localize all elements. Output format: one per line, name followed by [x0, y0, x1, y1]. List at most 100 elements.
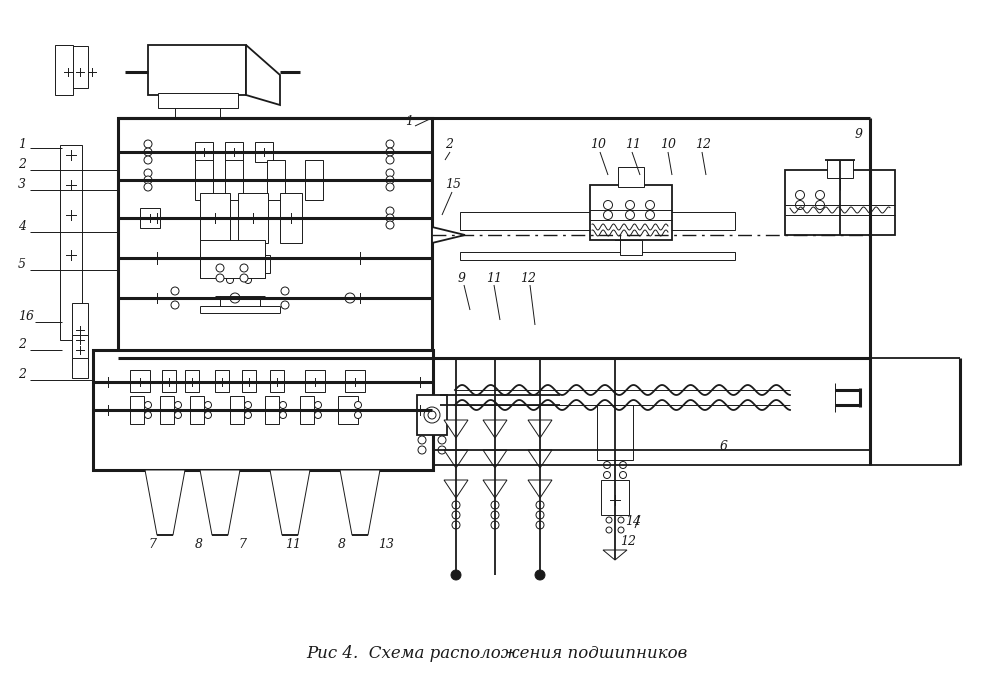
Bar [60, 46, 87, 88]
Circle shape [619, 472, 626, 479]
Bar [60, 145, 82, 340]
Circle shape [245, 412, 251, 418]
Bar [140, 208, 160, 228]
Circle shape [536, 521, 544, 529]
Bar [72, 303, 87, 345]
Bar [345, 370, 365, 392]
Circle shape [345, 293, 355, 303]
Circle shape [279, 402, 286, 408]
Text: 11: 11 [284, 538, 301, 551]
Circle shape [619, 481, 626, 489]
Circle shape [645, 200, 654, 209]
Text: 12: 12 [619, 535, 635, 548]
Circle shape [216, 264, 224, 272]
Bar [190, 396, 204, 424]
Circle shape [386, 207, 394, 215]
Circle shape [451, 511, 459, 519]
Circle shape [205, 402, 212, 408]
Text: 16: 16 [18, 310, 34, 323]
Circle shape [279, 412, 286, 418]
Circle shape [205, 412, 212, 418]
Circle shape [603, 472, 610, 479]
Circle shape [144, 412, 151, 418]
Circle shape [171, 301, 179, 309]
Circle shape [815, 190, 824, 200]
Polygon shape [431, 227, 464, 243]
Circle shape [245, 402, 251, 408]
Text: 5: 5 [18, 258, 26, 271]
Circle shape [144, 176, 152, 184]
Circle shape [617, 517, 623, 523]
Polygon shape [340, 470, 380, 535]
Circle shape [617, 527, 623, 533]
Circle shape [605, 517, 611, 523]
Circle shape [144, 148, 152, 156]
Bar [160, 396, 174, 424]
Bar [230, 396, 244, 424]
Circle shape [174, 402, 181, 408]
Circle shape [603, 462, 610, 468]
Polygon shape [443, 480, 467, 498]
Bar [55, 45, 73, 95]
Bar [784, 170, 894, 235]
Text: 10: 10 [589, 138, 605, 151]
Circle shape [437, 446, 445, 454]
Circle shape [171, 287, 179, 295]
Text: 2: 2 [18, 158, 26, 171]
Bar [619, 240, 641, 255]
Circle shape [490, 511, 499, 519]
Circle shape [230, 293, 240, 303]
Text: 10: 10 [659, 138, 675, 151]
Circle shape [603, 200, 612, 209]
Circle shape [240, 264, 248, 272]
Polygon shape [602, 550, 626, 560]
Bar [459, 252, 735, 260]
Circle shape [625, 211, 634, 219]
Bar [158, 93, 238, 108]
Circle shape [174, 412, 181, 418]
Bar [195, 160, 213, 200]
Bar [459, 212, 735, 230]
Circle shape [216, 274, 224, 282]
Text: 15: 15 [444, 178, 460, 191]
Text: 1: 1 [405, 115, 413, 128]
Circle shape [386, 156, 394, 164]
Polygon shape [528, 450, 552, 468]
Circle shape [386, 183, 394, 191]
Bar [148, 45, 246, 95]
Bar [338, 396, 358, 424]
Bar [266, 160, 284, 200]
Circle shape [417, 436, 425, 444]
Bar [162, 370, 176, 392]
Polygon shape [482, 450, 507, 468]
Bar [200, 193, 230, 243]
Circle shape [314, 412, 321, 418]
Circle shape [490, 501, 499, 509]
Circle shape [386, 169, 394, 177]
Text: 1: 1 [18, 138, 26, 151]
Circle shape [815, 200, 824, 209]
Circle shape [144, 402, 151, 408]
Circle shape [144, 183, 152, 191]
Bar [238, 193, 267, 243]
Circle shape [144, 140, 152, 148]
Text: 4: 4 [18, 220, 26, 233]
Polygon shape [443, 450, 467, 468]
Polygon shape [528, 480, 552, 498]
Bar [826, 160, 852, 178]
Bar [72, 358, 87, 378]
Text: 9: 9 [854, 128, 862, 141]
Bar [589, 185, 671, 240]
Circle shape [354, 412, 361, 418]
Bar [264, 396, 278, 424]
Text: 8: 8 [338, 538, 346, 551]
Bar [92, 350, 432, 470]
Circle shape [417, 446, 425, 454]
Circle shape [603, 211, 612, 219]
Text: 14: 14 [624, 515, 640, 528]
Circle shape [490, 521, 499, 529]
Bar [225, 160, 243, 200]
Bar [269, 370, 283, 392]
Circle shape [794, 190, 804, 200]
Text: 2: 2 [18, 368, 26, 381]
